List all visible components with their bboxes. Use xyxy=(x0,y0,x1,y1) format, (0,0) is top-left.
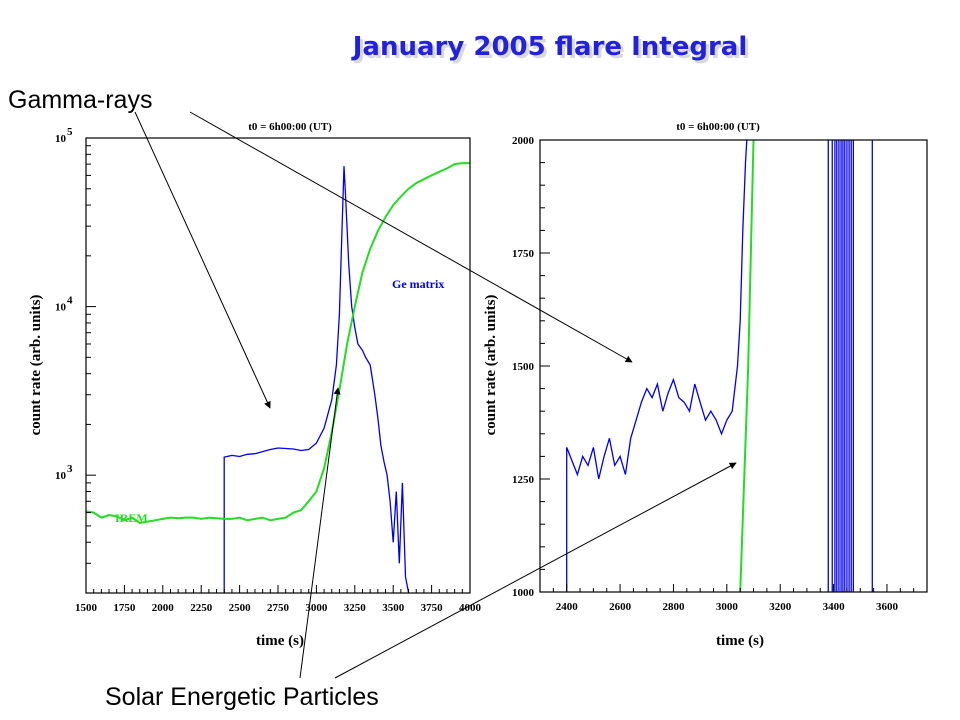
slide-title: January 2005 flare Integral xyxy=(351,32,747,62)
y-tick-label-right: 1250 xyxy=(512,474,535,486)
arrow-gamma-right xyxy=(189,111,633,363)
chart-right-plot xyxy=(539,139,928,593)
x-tick-label-left: 3750 xyxy=(421,602,444,614)
series-line-left-0 xyxy=(223,166,410,593)
x-tick-label-right: 2800 xyxy=(662,601,685,613)
x-tick-label-left: 2750 xyxy=(267,602,290,614)
x-tick-label-left: 1500 xyxy=(75,602,98,614)
annotation-solar-energetic-particles: Solar Energetic Particles xyxy=(105,683,379,711)
chart-right: t0 = 6h00:00 (UT) 2400 2600 2800 3000 3200 34… xyxy=(483,121,928,649)
x-tick-label-right: 3000 xyxy=(716,601,739,613)
y-tick-label-right: 1500 xyxy=(512,361,535,373)
legend-ge-matrix-left: Ge matrix xyxy=(392,277,444,291)
chart-right-title: t0 = 6h00:00 (UT) xyxy=(676,121,760,133)
x-tick-label-right: 3200 xyxy=(769,601,792,613)
series-line-right-1 xyxy=(739,140,755,592)
x-tick-label-left: 2500 xyxy=(229,602,252,614)
arrow-sep-right xyxy=(334,462,737,679)
x-tick-label-left: 3250 xyxy=(344,602,367,614)
y-tick-label-right: 2000 xyxy=(512,135,535,147)
y-tick-label-right: 1750 xyxy=(512,248,535,260)
y-tick-exponent-left: 3 xyxy=(67,463,73,475)
chart-left: t0 = 6h00:00 (UT) 1500 1750 2000 2250 2500 27… xyxy=(28,121,482,649)
legend-irem-left: IREM xyxy=(115,511,148,525)
x-tick-label-right: 3400 xyxy=(823,601,846,613)
x-tick-label-left: 3000 xyxy=(305,602,328,614)
x-tick-label-right: 2600 xyxy=(609,601,632,613)
y-tick-exponent-left: 4 xyxy=(67,295,73,307)
arrow-gamma-left xyxy=(134,111,271,409)
chart-left-plot xyxy=(85,137,471,594)
x-tick-label-left: 3500 xyxy=(382,602,405,614)
x-tick-label-left: 4000 xyxy=(459,602,482,614)
series-line-left-1 xyxy=(86,162,470,525)
chart-left-ylabel: count rate (arb. units) xyxy=(28,295,44,436)
annotation-arrows xyxy=(134,111,737,679)
x-tick-label-right: 2400 xyxy=(556,601,579,613)
y-tick-label-left: 10 xyxy=(55,133,67,145)
chart-left-title: t0 = 6h00:00 (UT) xyxy=(248,121,332,133)
x-tick-label-left: 2000 xyxy=(152,602,175,614)
chart-right-xlabel: time (s) xyxy=(716,633,764,649)
y-tick-label-left: 10 xyxy=(55,302,67,314)
chart-right-ylabel: count rate (arb. units) xyxy=(483,295,499,436)
y-tick-label-left: 10 xyxy=(55,470,67,482)
x-tick-label-right: 3600 xyxy=(876,601,899,613)
y-tick-exponent-left: 5 xyxy=(67,126,73,138)
x-tick-label-left: 2250 xyxy=(190,602,213,614)
arrow-sep-left xyxy=(299,387,341,679)
chart-left-xlabel: time (s) xyxy=(256,633,304,649)
y-tick-label-right: 1000 xyxy=(512,587,535,599)
chart-right-frame xyxy=(539,139,928,593)
series-line-right-0 xyxy=(566,140,748,592)
slide-title-shadow: January 2005 flare Integral xyxy=(354,35,750,65)
x-tick-label-left: 1750 xyxy=(113,602,136,614)
annotation-gamma-rays: Gamma-rays xyxy=(8,86,152,114)
